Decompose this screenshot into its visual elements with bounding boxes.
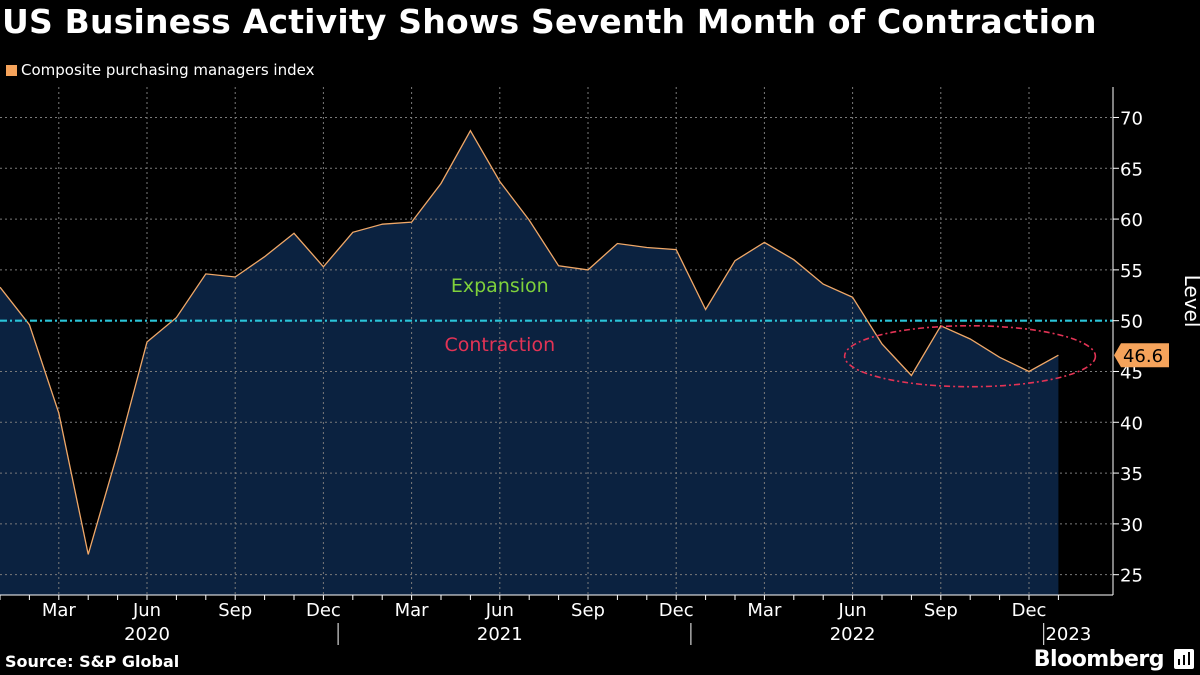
x-tick-label: Sep [571,600,605,621]
area-fill [0,130,1059,595]
x-tick-label: Sep [924,600,958,621]
x-year-label: 2023 [1045,624,1091,645]
x-tick-label: Dec [659,600,694,621]
y-tick-label: 40 [1120,413,1143,434]
x-year-label: 2020 [124,624,170,645]
x-tick-label: Dec [306,600,341,621]
x-tick-label: Mar [395,600,430,621]
annotation-expansion: Expansion [451,275,549,297]
y-tick-label: 65 [1120,159,1143,180]
legend-swatch [6,64,17,76]
source-note: Source: S&P Global [5,652,180,671]
legend: Composite purchasing managers index [6,61,314,79]
brand-logo: Bloomberg [1033,647,1165,672]
y-tick-label: 60 [1120,210,1143,231]
y-axis-title: Level [1180,275,1200,328]
y-tick-label: 55 [1120,261,1143,282]
annotation-contraction: Contraction [444,334,555,356]
last-value-tag [1114,343,1169,368]
y-tick-label: 70 [1120,108,1143,129]
legend-label: Composite purchasing managers index [21,61,315,79]
y-tick-label: 35 [1120,464,1143,485]
x-year-label: 2021 [477,624,523,645]
x-tick-label: Sep [218,600,252,621]
x-tick-label: Jun [838,600,867,621]
y-tick-label: 50 [1120,312,1143,333]
x-year-label: 2022 [830,624,876,645]
chart-title: US Business Activity Shows Seventh Month… [2,2,1097,41]
bloomberg-terminal-icon [1174,649,1194,669]
x-tick-label: Jun [485,600,514,621]
x-tick-label: Mar [747,600,782,621]
highlight-ellipse [843,324,1097,388]
last-value-label: 46.6 [1123,346,1163,367]
x-tick-label: Mar [42,600,77,621]
x-tick-label: Jun [132,600,161,621]
y-tick-label: 25 [1120,566,1143,587]
y-tick-label: 45 [1120,362,1143,383]
series-line [0,129,1059,555]
x-tick-label: Dec [1012,600,1047,621]
y-tick-label: 30 [1120,515,1143,536]
